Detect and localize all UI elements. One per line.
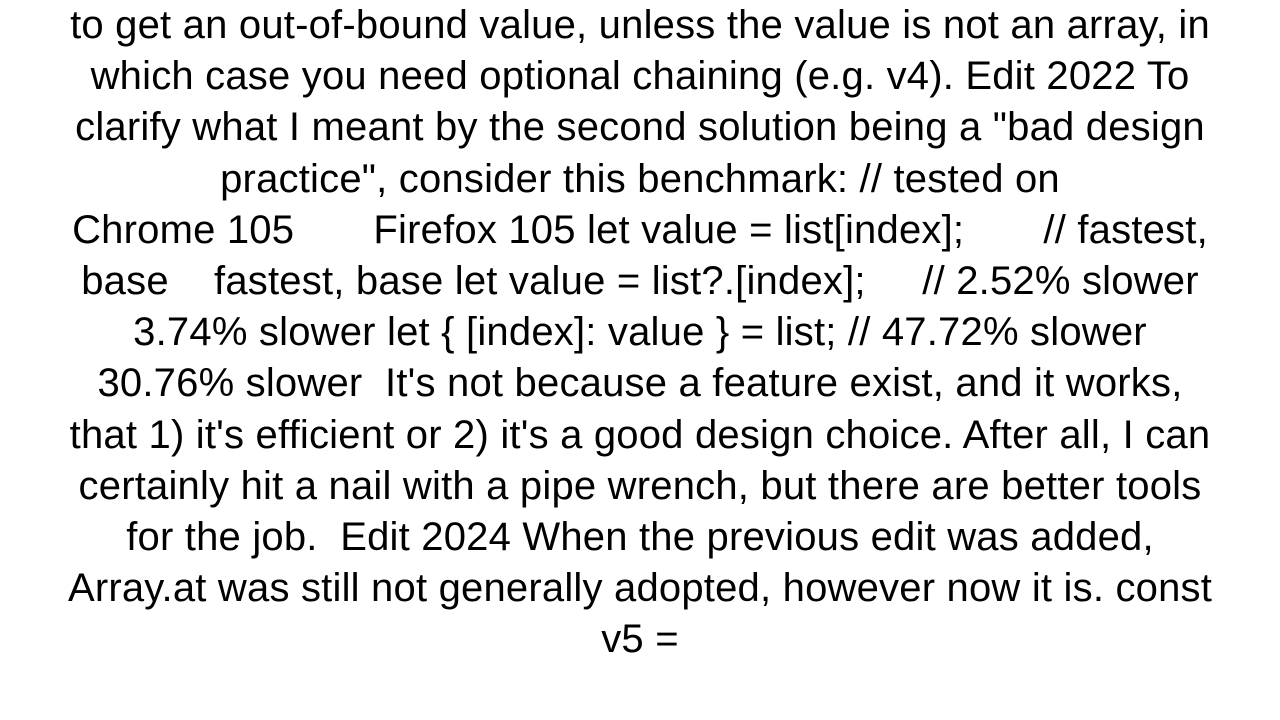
- article-body-text: to get an out-of-bound value, unless the…: [60, 0, 1220, 665]
- article-container: to get an out-of-bound value, unless the…: [0, 0, 1280, 720]
